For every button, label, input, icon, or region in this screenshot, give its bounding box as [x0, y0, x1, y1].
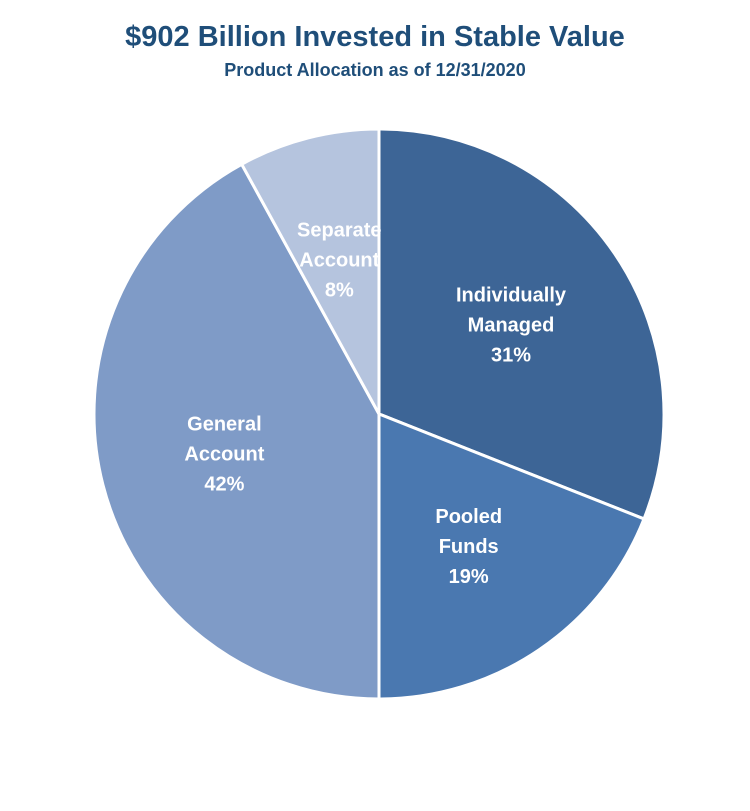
slice-category-label: Separate — [297, 219, 382, 241]
pie-slice-individually-managed — [377, 127, 666, 521]
slice-category-label: Funds — [439, 536, 499, 558]
chart-title: $902 Billion Invested in Stable Value — [125, 21, 625, 53]
slice-label-general-account: General Account 42% — [184, 414, 264, 496]
pie-labels: Individually Managed 31% Pooled Funds 19% Gene… — [184, 219, 566, 588]
pie-slices — [92, 127, 666, 701]
slice-value-label: 8% — [325, 279, 354, 301]
slice-category-label: Managed — [468, 314, 555, 336]
pie-slice-general-account — [92, 162, 381, 701]
slice-category-label: Account — [184, 444, 264, 466]
chart-header: $902 Billion Invested in Stable Value Pr… — [0, 0, 750, 82]
slice-value-label: 42% — [204, 474, 244, 496]
pie-slice-pooled-funds — [377, 412, 646, 701]
slice-value-label: 31% — [491, 344, 531, 366]
slice-category-label: Individually — [456, 284, 567, 306]
slice-category-label: General — [187, 414, 261, 436]
slice-label-individually-managed: Individually Managed 31% — [456, 284, 567, 366]
pie-slice-separate-account — [240, 127, 381, 416]
chart-subtitle: Product Allocation as of 12/31/2020 — [224, 60, 526, 80]
slice-value-label: 19% — [449, 566, 489, 588]
slice-category-label: Pooled — [435, 506, 502, 528]
slice-category-label: Account — [299, 249, 379, 271]
slice-label-pooled-funds: Pooled Funds 19% — [435, 506, 502, 588]
slice-label-separate-account: Separate Account 8% — [297, 219, 382, 301]
